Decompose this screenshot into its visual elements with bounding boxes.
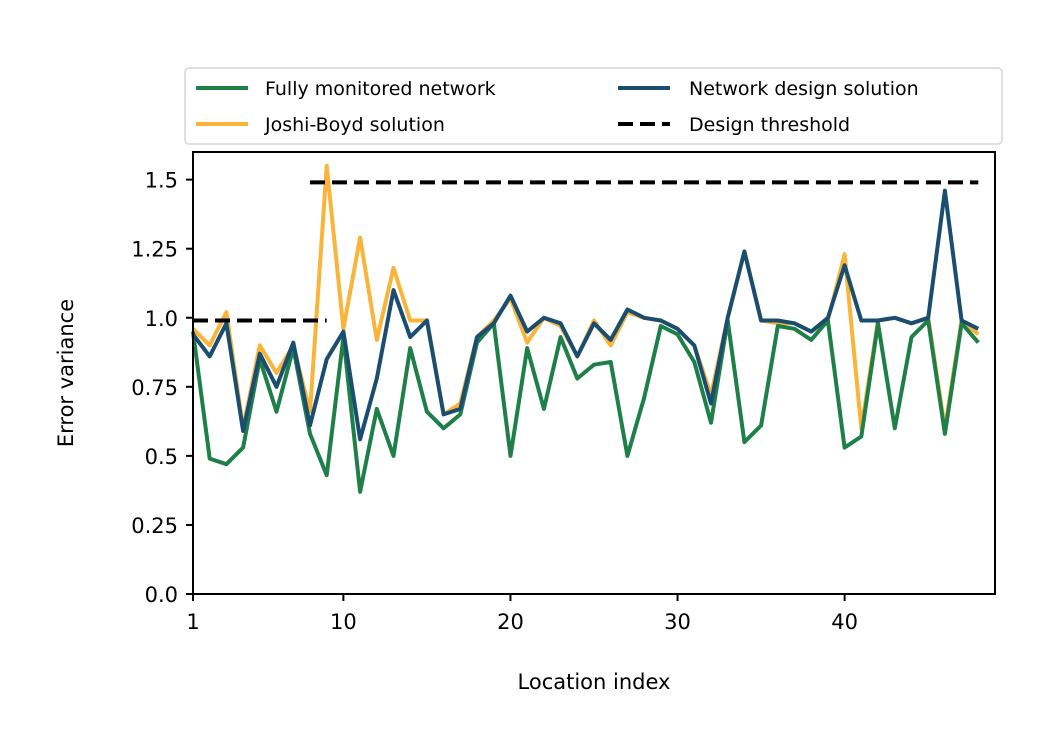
x-tick-label: 10	[330, 610, 357, 634]
y-tick-label: 1.25	[131, 238, 178, 262]
legend-label-fully-monitored: Fully monitored network	[265, 78, 496, 100]
series-line-network-design-solution	[191, 188, 980, 442]
legend: Fully monitored network Network design s…	[184, 67, 1003, 145]
y-tick-label: 0.75	[131, 376, 178, 400]
series-line-fully-monitored-network	[191, 318, 980, 494]
x-axis-label: Location index	[518, 670, 671, 694]
plot-frame	[192, 151, 996, 595]
plot-area	[191, 163, 980, 494]
y-tick-label: 1.0	[145, 307, 178, 331]
y-tick-label: 0.25	[131, 514, 178, 538]
y-tick-label: 0.0	[145, 583, 178, 607]
legend-label-design-threshold: Design threshold	[689, 114, 850, 136]
y-tick-label: 0.5	[145, 445, 178, 469]
y-axis-label: Error variance	[54, 299, 78, 447]
x-tick-label: 1	[186, 610, 199, 634]
x-axis: 1 10 20 30 40	[186, 594, 858, 634]
legend-label-joshi-boyd: Joshi-Boyd solution	[264, 114, 445, 136]
x-tick-label: 40	[831, 610, 858, 634]
x-tick-label: 20	[497, 610, 524, 634]
y-axis: 0.0 0.25 0.5 0.75 1.0 1.25 1.5	[131, 169, 193, 607]
legend-frame	[184, 67, 1003, 145]
x-tick-label: 30	[664, 610, 691, 634]
series-line-joshi-boyd-solution	[191, 163, 980, 431]
legend-label-network-design: Network design solution	[689, 78, 919, 100]
y-tick-label: 1.5	[145, 169, 178, 193]
